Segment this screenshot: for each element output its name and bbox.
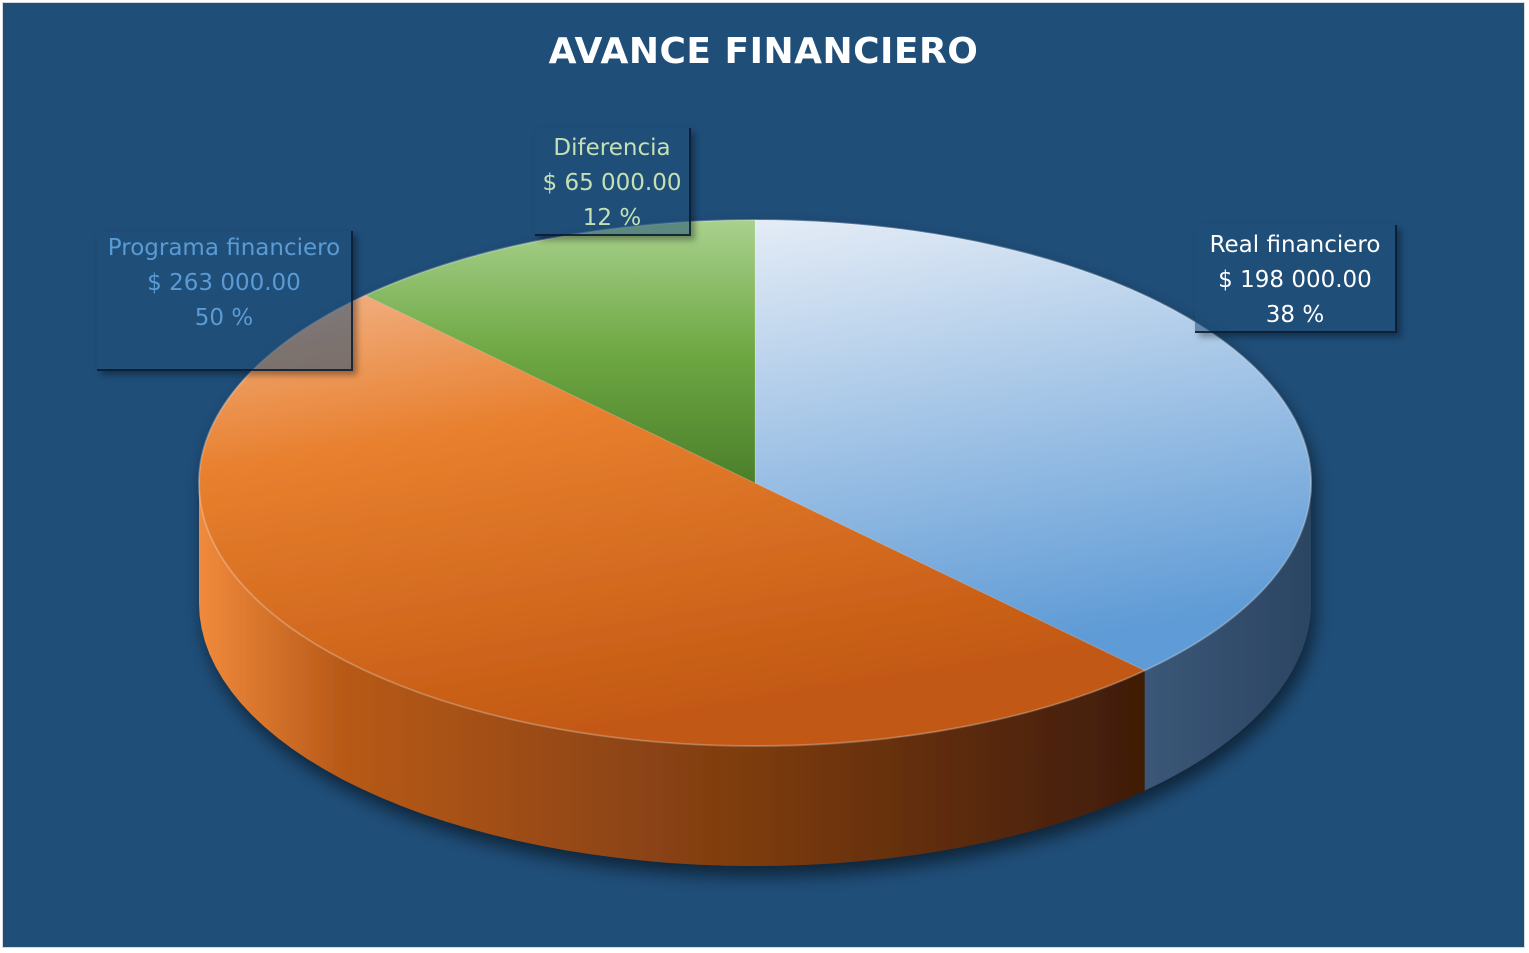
slice-value-label: $ 263 000.00 <box>147 270 301 296</box>
data-label-real-financiero: Real financiero $ 198 000.00 38 % <box>1195 225 1397 333</box>
data-label-diferencia: Diferencia $ 65 000.00 12 % <box>535 128 691 236</box>
slice-percent-label: 12 % <box>582 205 642 231</box>
slice-value-label: $ 198 000.00 <box>1218 267 1372 293</box>
slice-name-label: Programa financiero <box>107 235 341 261</box>
chart-title: AVANCE FINANCIERO <box>548 31 979 72</box>
data-label-programa-financiero: Programa financiero $ 263 000.00 50 % <box>97 231 353 371</box>
pie-rim-highlight <box>198 219 1312 747</box>
slice-value-label: $ 65 000.00 <box>542 170 682 196</box>
pie-side-programa-financiero <box>199 483 1145 866</box>
pie-side-real-financiero <box>1144 483 1311 791</box>
slice-percent-label: 38 % <box>1265 302 1325 328</box>
slice-percent-label: 50 % <box>194 305 254 331</box>
slice-name-label: Real financiero <box>1209 232 1381 258</box>
slice-name-label: Diferencia <box>553 135 671 161</box>
pie-chart <box>198 219 1312 866</box>
